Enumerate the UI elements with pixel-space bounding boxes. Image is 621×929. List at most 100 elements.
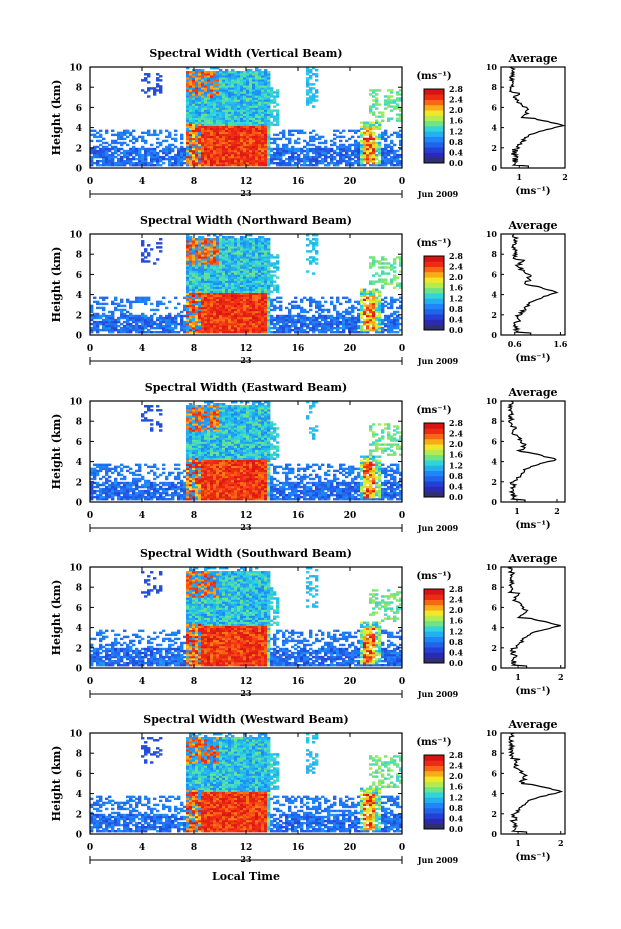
heatmap-cell [228,119,232,122]
heatmap-cell [384,143,388,147]
heatmap-cell [246,159,250,163]
heatmap-cell [309,326,313,330]
heatmap-cell [396,320,400,324]
heatmap-cell [306,157,310,161]
heatmap-cell [213,268,217,271]
heatmap-cell [201,127,205,131]
heatmap-cell [393,262,397,265]
heatmap-cell [261,159,265,163]
heatmap-cell [207,288,211,291]
heatmap-cell [324,163,328,167]
heatmap-cell [192,91,196,94]
heatmap-cell [210,113,214,116]
heatmap-cell [252,113,256,116]
heatmap-cell [192,316,196,320]
heatmap-cell [231,117,235,120]
heatmap-cell [285,161,289,165]
heatmap-cell [351,308,355,312]
colorbar-tick-label: 0.0 [449,158,463,168]
heatmap-cell [267,280,271,283]
heatmap-cell [375,296,379,300]
heatmap-cell [174,137,178,141]
heatmap-cell [210,105,214,108]
heatmap-cell [264,75,268,78]
heatmap-cell [210,254,214,257]
heatmap-cell [360,133,364,137]
heatmap-cell [159,159,163,163]
heatmap-cell [384,147,388,151]
heatmap-cell [225,87,229,90]
heatmap-cell [282,320,286,324]
heatmap-cell [189,109,193,112]
heatmap-cell [141,153,145,157]
heatmap-cell [204,312,208,316]
heatmap-cell [111,320,115,324]
heatmap-cell [213,77,217,80]
heatmap-cell [192,85,196,88]
heatmap-cell [90,493,94,497]
heatmap-cell [189,145,193,149]
heatmap-cell [198,69,202,72]
heatmap-cell [183,328,187,332]
heatmap-cell [252,276,256,279]
heatmap-cell [114,318,118,322]
heatmap-cell [264,101,268,104]
heatmap-cell [192,103,196,106]
heatmap-cell [258,308,262,312]
heatmap-cell [255,322,259,326]
heatmap-cell [267,113,271,116]
heatmap-cell [237,258,241,261]
heatmap-cell [189,113,193,116]
heatmap-cell [210,256,214,259]
heatmap-cell [249,248,253,251]
x-tick-label: 8 [191,344,197,354]
heatmap-cell [366,141,370,145]
heatmap-cell [189,300,193,304]
heatmap-cell [198,155,202,159]
heatmap-cell [216,282,220,285]
heatmap-cell [228,79,232,82]
heatmap-cell [270,141,274,145]
heatmap-cell [225,85,229,88]
heatmap-cell [315,324,319,328]
heatmap-cell [99,489,103,493]
heatmap-cell [225,97,229,100]
heatmap-cell [240,145,244,149]
heatmap-cell [213,302,217,306]
heatmap-cell [210,79,214,82]
colorbar-segment [424,303,444,310]
heatmap-cell [138,318,142,322]
heatmap-cell [357,324,361,328]
heatmap-cell [384,316,388,320]
heatmap-cell [246,133,250,137]
heatmap-cell [312,300,316,304]
heatmap-cell [225,304,229,308]
heatmap-cell [144,296,148,300]
heatmap-cell [357,147,361,151]
heatmap-cell [189,91,193,94]
heatmap-cell [126,129,130,133]
heatmap-cell [399,133,403,137]
heatmap-cell [246,298,250,302]
heatmap-cell [105,141,109,145]
heatmap-cell [228,282,232,285]
heatmap-cell [234,296,238,300]
heatmap-cell [207,290,211,293]
heatmap-cell [186,95,190,98]
heatmap-cell [195,111,199,114]
heatmap-cell [174,316,178,320]
heatmap-cell [258,284,262,287]
heatmap-cell [261,250,265,253]
heatmap-cell [195,292,199,295]
heatmap-cell [261,246,265,249]
heatmap-cell [198,143,202,147]
heatmap-cell [309,260,313,263]
heatmap-cell [222,298,226,302]
heatmap-cell [168,163,172,167]
heatmap-cell [261,87,265,90]
heatmap-cell [393,320,397,324]
heatmap-cell [204,262,208,265]
heatmap-cell [294,314,298,318]
heatmap-cell [240,157,244,161]
heatmap-cell [243,145,247,149]
